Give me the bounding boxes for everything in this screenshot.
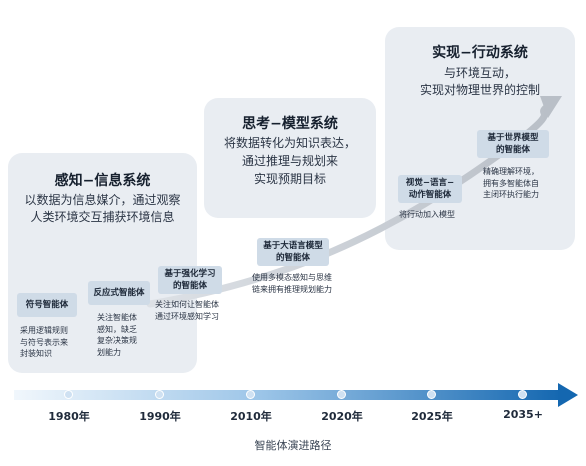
stage-reactive-agent: 反应式智能体 <box>88 281 150 305</box>
trend-arrowhead <box>540 96 562 118</box>
stage-reactive-agent-desc: 关注智能体 感知，缺乏 复杂决策规 划能力 <box>97 313 137 357</box>
perception-system-panel <box>8 153 197 373</box>
perception-system-desc-line: 以数据为信息媒介，通过观察 <box>24 193 181 207</box>
timeline-dot <box>337 390 346 399</box>
stage-world-model-agent: 基于世界模型 的智能体 <box>477 130 549 158</box>
stage-symbolic-agent: 符号智能体 <box>17 293 77 317</box>
thinking-system-title: 思考−模型系统 <box>242 116 338 132</box>
timeline-dot <box>64 390 73 399</box>
stage-rl-agent: 基于强化学习 的智能体 <box>158 266 222 294</box>
stage-vla-agent-desc: 将行动加入模型 <box>399 210 455 219</box>
thinking-system-desc-line: 通过推理与规划来 <box>241 154 338 168</box>
timeline-dot <box>427 390 436 399</box>
perception-system-desc-line: 人类环境交互捕获环境信息 <box>30 210 175 224</box>
action-system-title: 实现−行动系统 <box>432 45 528 61</box>
stage-rl-agent-desc: 关注如何让智能体 通过环境感知学习 <box>155 300 219 321</box>
figure-caption: 智能体演进路径 <box>254 439 332 452</box>
stage-llm-agent-desc: 使用多模态感知与思维 链来拥有推理规划能力 <box>252 273 332 294</box>
timeline-arrowhead <box>558 383 578 407</box>
timeline-bar <box>14 390 562 400</box>
action-system-desc-line: 与环境互动， <box>443 66 516 80</box>
year-label: 2025年 <box>411 410 453 423</box>
stage-vla-agent: 视觉−语言− 动作智能体 <box>398 175 462 203</box>
year-label: 2020年 <box>321 410 363 423</box>
year-label: 2010年 <box>230 410 272 423</box>
year-label: 1980年 <box>48 410 90 423</box>
perception-system-title: 感知−信息系统 <box>54 173 151 189</box>
timeline-dot <box>246 390 255 399</box>
year-label: 2035+ <box>503 408 543 421</box>
stage-llm-agent: 基于大语言模型 的智能体 <box>257 238 329 266</box>
thinking-system-desc-line: 实现预期目标 <box>253 172 326 186</box>
action-system-desc-line: 实现对物理世界的控制 <box>419 83 540 97</box>
thinking-system-panel <box>204 98 376 218</box>
stage-world-model-agent-desc: 精确理解环境， 拥有多智能体自 主闭环执行能力 <box>483 167 539 199</box>
thinking-system-desc-line: 将数据转化为知识表达， <box>223 136 356 150</box>
timeline-dot <box>518 390 527 399</box>
stage-symbolic-agent-desc: 采用逻辑规则 与符号表示来 封装知识 <box>20 326 68 358</box>
timeline-dot <box>155 390 164 399</box>
year-label: 1990年 <box>139 410 181 423</box>
